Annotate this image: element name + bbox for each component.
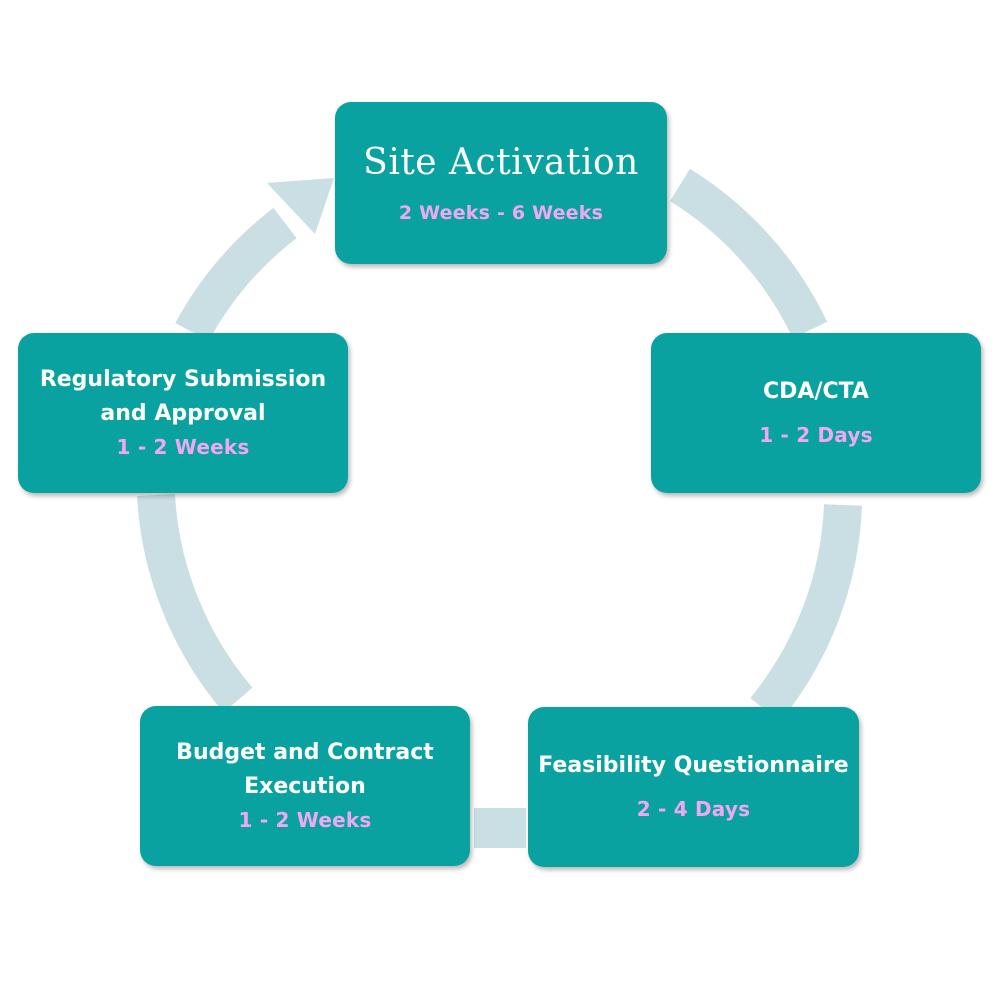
arrowhead-icon: [267, 178, 334, 234]
connector-regulatory-to-site: [175, 207, 297, 342]
node-duration: 1 - 2 Weeks: [116, 435, 250, 459]
node-cda-cta: CDA/CTA 1 - 2 Days: [651, 333, 981, 493]
node-duration: 2 Weeks - 6 Weeks: [398, 202, 604, 224]
node-regulatory-submission: Regulatory Submission and Approval 1 - 2…: [18, 333, 348, 493]
node-title: Feasibility Questionnaire: [538, 753, 849, 778]
node-site-activation: Site Activation 2 Weeks - 6 Weeks: [335, 102, 667, 264]
node-title-line-2: and Approval: [100, 401, 266, 426]
connector-cda-to-feasibility: [750, 504, 862, 723]
connector-feasibility-to-budget: [474, 808, 526, 848]
node-title: Site Activation: [363, 142, 639, 183]
node-feasibility-questionnaire: Feasibility Questionnaire 2 - 4 Days: [528, 707, 859, 867]
node-budget-contract: Budget and Contract Execution 1 - 2 Week…: [140, 706, 470, 866]
node-title-line-2: Execution: [244, 774, 366, 799]
connector-site-to-cda: [669, 168, 828, 339]
connector-budget-to-regulatory: [137, 493, 253, 713]
node-duration: 2 - 4 Days: [636, 797, 751, 821]
node-title-line-1: Regulatory Submission: [39, 367, 327, 392]
node-title-line-1: Budget and Contract: [176, 740, 434, 765]
node-title: CDA/CTA: [763, 379, 869, 404]
node-duration: 1 - 2 Weeks: [238, 808, 372, 832]
node-duration: 1 - 2 Days: [759, 423, 873, 447]
